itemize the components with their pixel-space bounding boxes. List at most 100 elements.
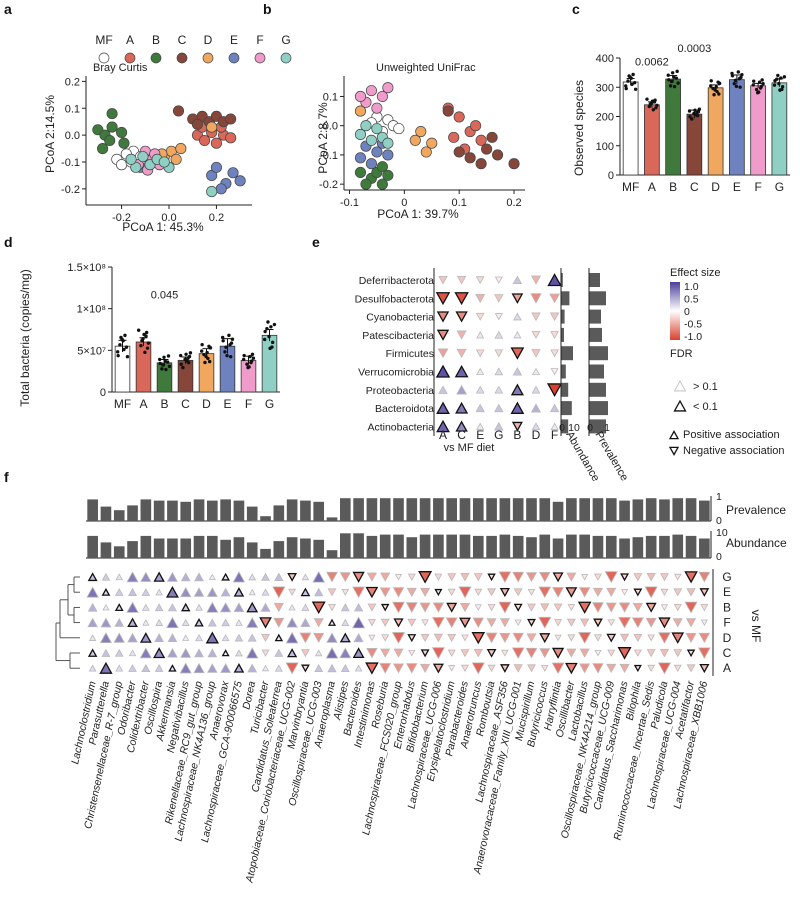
panel-f-abundance-label: Abundance (726, 536, 787, 550)
point-G (137, 151, 149, 163)
effect-triangle (166, 616, 179, 629)
x-tick-label: 0.1 (452, 197, 467, 209)
effect-triangle (475, 276, 485, 285)
panel-a-legend: MF A B C D E F G (95, 33, 292, 64)
abundance-bar (246, 542, 258, 558)
abundance-bar (313, 539, 325, 558)
effect-triangle (206, 601, 219, 613)
effect-triangle (513, 312, 522, 321)
panel-e-legend: Effect size FDR > 0.1 < 0.1 Positive ass… (668, 267, 785, 457)
point-G (158, 156, 170, 168)
prevalence-bar (273, 505, 285, 521)
effect-triangle (606, 587, 617, 597)
data-dot (676, 81, 680, 85)
data-dot (734, 84, 739, 89)
effect-triangle (475, 293, 486, 304)
x-tick-label: F (754, 180, 761, 194)
data-dot (242, 353, 246, 358)
prevalence-bar (579, 498, 590, 521)
x-tick-label: C (690, 180, 699, 194)
y-tick-label: 0.0 (323, 121, 338, 133)
abundance-bar (561, 401, 572, 416)
data-dot (184, 352, 188, 357)
effect-triangle (566, 618, 576, 627)
data-dot (733, 78, 738, 83)
bar-MF (622, 81, 639, 176)
effect-triangle (379, 663, 392, 674)
x-tick-label: D (202, 397, 211, 411)
effect-triangle (539, 633, 551, 644)
effect-triangle (436, 401, 450, 414)
effect-triangle (420, 634, 430, 643)
point-D (415, 125, 427, 138)
prevalence-bar (446, 498, 458, 521)
effect-triangle (685, 618, 697, 628)
effect-triangle (473, 649, 483, 658)
prevalence-bar (87, 499, 98, 521)
effect-triangle (550, 422, 559, 430)
data-dot (757, 90, 761, 94)
effect-triangle (686, 588, 696, 597)
effect-triangle (550, 349, 559, 358)
effect-triangle (299, 632, 312, 644)
effect-triangle (514, 619, 522, 627)
effect-triangle (353, 602, 364, 612)
point-D (426, 137, 438, 149)
effect-triangle (436, 329, 450, 341)
abundance-bar (685, 535, 697, 558)
data-dot (118, 343, 122, 347)
col-label-G: G (494, 428, 503, 442)
abundance-bar (579, 534, 590, 558)
effect-triangle (475, 403, 485, 413)
data-dot (624, 86, 628, 91)
effect-triangle (273, 617, 285, 628)
effect-triangle (445, 617, 458, 629)
effect-triangle (527, 618, 536, 627)
x-tick-label: E (733, 180, 741, 194)
effect-triangle (219, 602, 232, 613)
effect-triangle (141, 603, 150, 611)
effect-triangle (551, 662, 565, 675)
effect-triangle (527, 664, 536, 673)
panel-f-row-axis-label: vs MF (749, 610, 763, 643)
effect-triangle (646, 649, 656, 658)
effect-triangle (458, 586, 472, 599)
effect-triangle (380, 648, 391, 658)
effect-triangle (432, 602, 445, 613)
prevalence-bar (645, 498, 657, 521)
effect-triangle (167, 603, 177, 612)
x-tick-label: 0.2 (506, 197, 521, 209)
abundance-bar (592, 535, 604, 558)
data-dot (247, 365, 251, 369)
row-label-Patescibacteria: Patescibacteria (362, 330, 434, 342)
data-dot (249, 360, 253, 365)
abundance-bar (459, 534, 471, 558)
effect-triangle (657, 662, 672, 675)
effect-triangle (100, 617, 112, 628)
effect-triangle (527, 588, 536, 596)
abundance-bar (561, 419, 569, 434)
point-B (354, 166, 367, 179)
effect-triangle (180, 647, 192, 658)
effect-triangle (301, 573, 310, 581)
data-dot (675, 69, 679, 74)
effect-triangle (406, 587, 417, 597)
effect-size-title: Effect size (670, 267, 721, 279)
p-value-annotation: 0.045 (151, 290, 179, 302)
effect-triangle (699, 588, 710, 597)
data-dot (124, 345, 129, 349)
data-dot (628, 75, 632, 79)
prevalence-bar (100, 506, 112, 521)
panel-c-observed-species: 0 100 200 300 400 MF A B C D E F G 0.0062 0.0003 Obser… (572, 43, 790, 194)
row-label-Verrucomicrobia: Verrucomicrobia (358, 367, 434, 379)
effect-triangle (339, 632, 351, 643)
effect-triangle (127, 617, 138, 628)
point-D (420, 146, 432, 158)
effect-triangle (684, 571, 698, 584)
prevalence-bar (472, 498, 484, 521)
legend-label-C: C (178, 33, 187, 47)
effect-triangle (552, 587, 565, 598)
abundance-bar (512, 535, 524, 558)
data-dot (775, 77, 779, 81)
effect-triangle (592, 602, 604, 613)
